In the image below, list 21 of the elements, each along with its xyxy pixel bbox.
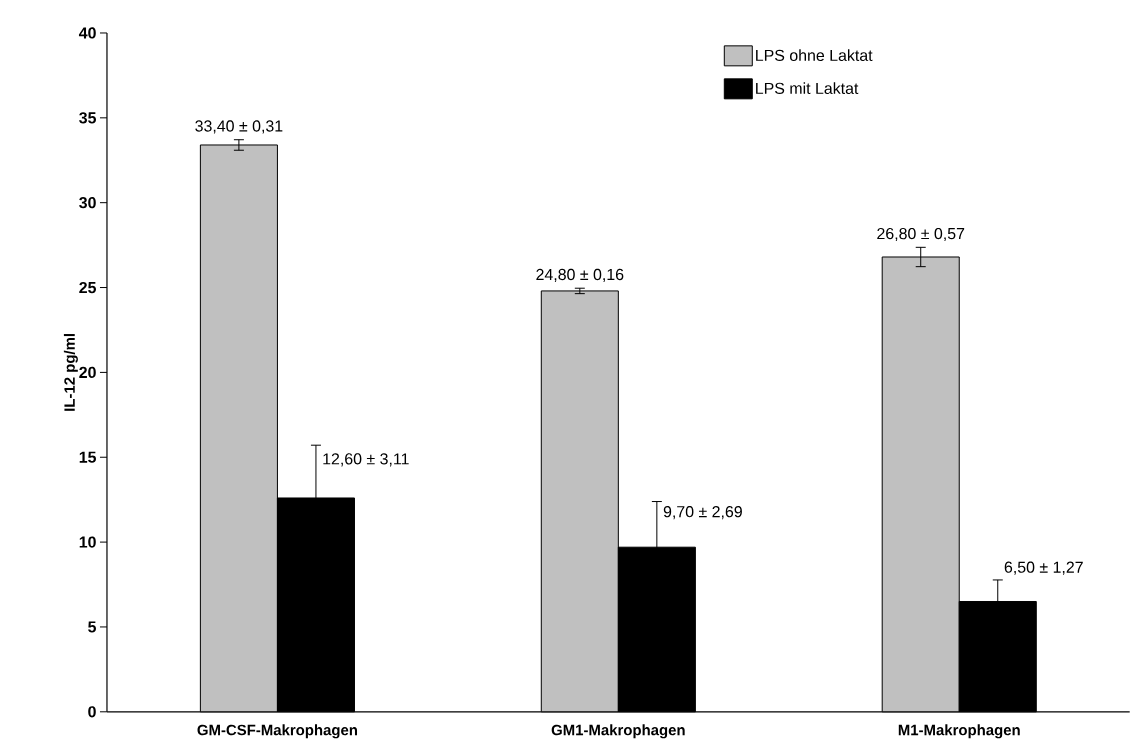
- legend-label: LPS mit Laktat: [756, 82, 859, 95]
- y-tick-label: 20: [79, 366, 96, 379]
- y-tick-label: 0: [88, 706, 96, 718]
- data-label: 9,70 ± 2,69: [663, 506, 742, 520]
- x-tick-label: M1-Makrophagen: [898, 724, 1020, 739]
- x-tick-label: GM-CSF-Makrophagen: [197, 724, 358, 739]
- y-tick-label: 5: [88, 621, 97, 633]
- data-label: 26,80 ± 0,57: [877, 228, 965, 242]
- y-tick-label: 10: [79, 536, 96, 548]
- data-label: 24,80 ± 0,16: [536, 268, 624, 283]
- data-label: 33,40 ± 0,31: [195, 120, 283, 134]
- y-tick-label: 25: [79, 282, 97, 294]
- y-tick-label: 35: [79, 112, 97, 124]
- y-axis-title: IL-12 pg/ml: [63, 334, 78, 411]
- y-tick-label: 30: [79, 197, 96, 209]
- data-label: 12,60 ± 3,11: [323, 453, 409, 467]
- legend-label: LPS ohne Laktat: [756, 49, 873, 62]
- data-label: 6,50 ± 1,27: [1004, 561, 1083, 575]
- y-tick-label: 40: [78, 27, 96, 39]
- y-tick-label: 15: [79, 451, 97, 463]
- x-tick-label: GM1-Makrophagen: [551, 724, 685, 739]
